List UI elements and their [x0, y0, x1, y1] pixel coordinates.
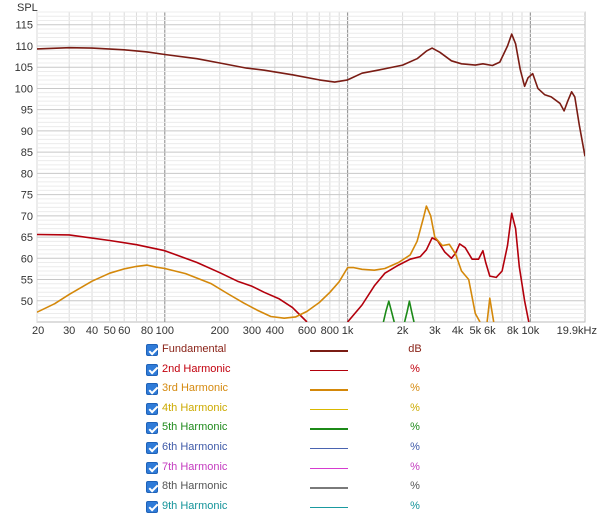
checkbox-fundamental[interactable] — [146, 344, 158, 356]
x-tick-label: 5k — [470, 325, 482, 337]
legend-item-9th-harmonic: 9th Harmonic% — [146, 499, 586, 518]
legend-unit: % — [410, 382, 420, 395]
x-tick-label: 40 — [86, 325, 98, 337]
legend-unit: % — [410, 499, 420, 512]
y-axis-label: SPL — [17, 2, 38, 14]
y-tick-label: 95 — [21, 105, 33, 117]
x-tick-label: 800 — [321, 325, 339, 337]
x-tick-label: 200 — [211, 325, 229, 337]
legend-unit: % — [410, 401, 420, 414]
legend-unit: dB — [408, 343, 422, 355]
legend-label: 9th Harmonic — [162, 499, 228, 512]
y-tick-label: 55 — [21, 275, 33, 287]
x-tick-label: 6k — [484, 325, 496, 337]
x-tick-label: 600 — [298, 325, 316, 337]
series-lines — [37, 33, 585, 322]
legend-label: 6th Harmonic — [162, 440, 228, 453]
x-tick-label: 50 — [104, 325, 116, 337]
legend-label: 7th Harmonic — [162, 460, 228, 473]
legend-swatch — [310, 369, 348, 372]
legend-label: 3rd Harmonic — [162, 382, 229, 395]
legend-swatch — [310, 506, 348, 509]
y-tick-label: 70 — [21, 211, 33, 223]
checkbox-6th-harmonic[interactable] — [146, 441, 158, 454]
legend-unit: % — [410, 460, 420, 473]
plot-area — [36, 11, 586, 323]
checkbox-3rd-harmonic[interactable] — [146, 383, 158, 396]
y-tick-label: 105 — [15, 62, 33, 74]
legend-label: 4th Harmonic — [162, 401, 228, 414]
legend-item-8th-harmonic: 8th Harmonic% — [146, 479, 586, 499]
legend-item-4th-harmonic: 4th Harmonic% — [146, 401, 586, 421]
x-tick-label: 19.9kHz — [557, 325, 597, 337]
legend-item-5th-harmonic: 5th Harmonic% — [146, 420, 586, 440]
grid — [36, 11, 586, 323]
y-tick-label: 50 — [21, 296, 33, 308]
legend-swatch — [310, 350, 348, 352]
y-tick-label: 75 — [21, 190, 33, 202]
checkbox-7th-harmonic[interactable] — [146, 461, 158, 474]
y-tick-label: 80 — [21, 168, 33, 180]
series-5th-harmonic — [382, 300, 415, 322]
legend-label: 8th Harmonic — [162, 480, 228, 493]
legend: Fundamental dB 2nd Harmonic% 3rd Harmonic% 4… — [146, 342, 586, 518]
series-3rd-harmonic — [37, 205, 495, 322]
legend-unit: % — [410, 440, 420, 453]
checkbox-2nd-harmonic[interactable] — [146, 363, 158, 376]
legend-unit: % — [410, 362, 420, 375]
legend-item-fundamental: Fundamental dB — [146, 342, 586, 362]
x-tick-label: 8k — [507, 325, 519, 337]
y-tick-label: 110 — [15, 41, 33, 53]
legend-swatch — [310, 408, 348, 411]
x-tick-label: 100 — [156, 325, 174, 337]
legend-unit: % — [410, 421, 420, 434]
legend-item-7th-harmonic: 7th Harmonic% — [146, 460, 586, 480]
legend-swatch — [310, 487, 348, 489]
x-tick-label: 400 — [266, 325, 284, 337]
x-tick-label: 30 — [63, 325, 75, 337]
x-tick-labels: 20 30 40 50 60 80 100 200 300 400 600 800 1k 2k 3k 4k 5k… — [32, 325, 597, 337]
x-tick-label: 3k — [429, 325, 441, 337]
legend-item-2nd-harmonic: 2nd Harmonic% — [146, 362, 586, 382]
legend-item-3rd-harmonic: 3rd Harmonic% — [146, 381, 586, 401]
x-tick-label: 4k — [452, 325, 464, 337]
legend-swatch — [310, 467, 348, 470]
legend-item-6th-harmonic: 6th Harmonic% — [146, 440, 586, 460]
y-tick-label: 60 — [21, 253, 33, 265]
checkbox-5th-harmonic[interactable] — [146, 422, 158, 435]
series-fundamental — [37, 33, 585, 157]
checkbox-8th-harmonic[interactable] — [146, 481, 158, 494]
y-tick-label: 90 — [21, 126, 33, 138]
legend-unit: % — [410, 480, 420, 493]
legend-label: 2nd Harmonic — [162, 362, 231, 375]
x-tick-label: 20 — [32, 325, 44, 337]
y-tick-label: 115 — [15, 20, 33, 32]
x-tick-label: 300 — [243, 325, 261, 337]
y-tick-label: 100 — [15, 83, 33, 95]
x-tick-label: 2k — [397, 325, 409, 337]
legend-label: 5th Harmonic — [162, 421, 228, 434]
legend-label: Fundamental — [162, 343, 227, 355]
legend-swatch — [310, 389, 348, 391]
x-tick-label: 10k — [521, 325, 539, 337]
checkbox-4th-harmonic[interactable] — [146, 402, 158, 415]
legend-swatch — [310, 428, 348, 430]
x-tick-label: 1k — [342, 325, 354, 337]
x-tick-label: 60 — [118, 325, 130, 337]
series-2nd-harmonic — [37, 212, 530, 322]
y-tick-label: 65 — [21, 232, 33, 244]
y-tick-labels: 50 55 60 65 70 75 80 85 90 95 100 105 110 115 — [15, 20, 33, 308]
legend-swatch — [310, 447, 348, 450]
y-tick-label: 85 — [21, 147, 33, 159]
chart: 50 55 60 65 70 75 80 85 90 95 100 105 110 115 20 30 40 5… — [15, 2, 597, 337]
x-tick-label: 80 — [141, 325, 153, 337]
checkbox-9th-harmonic[interactable] — [146, 500, 158, 513]
